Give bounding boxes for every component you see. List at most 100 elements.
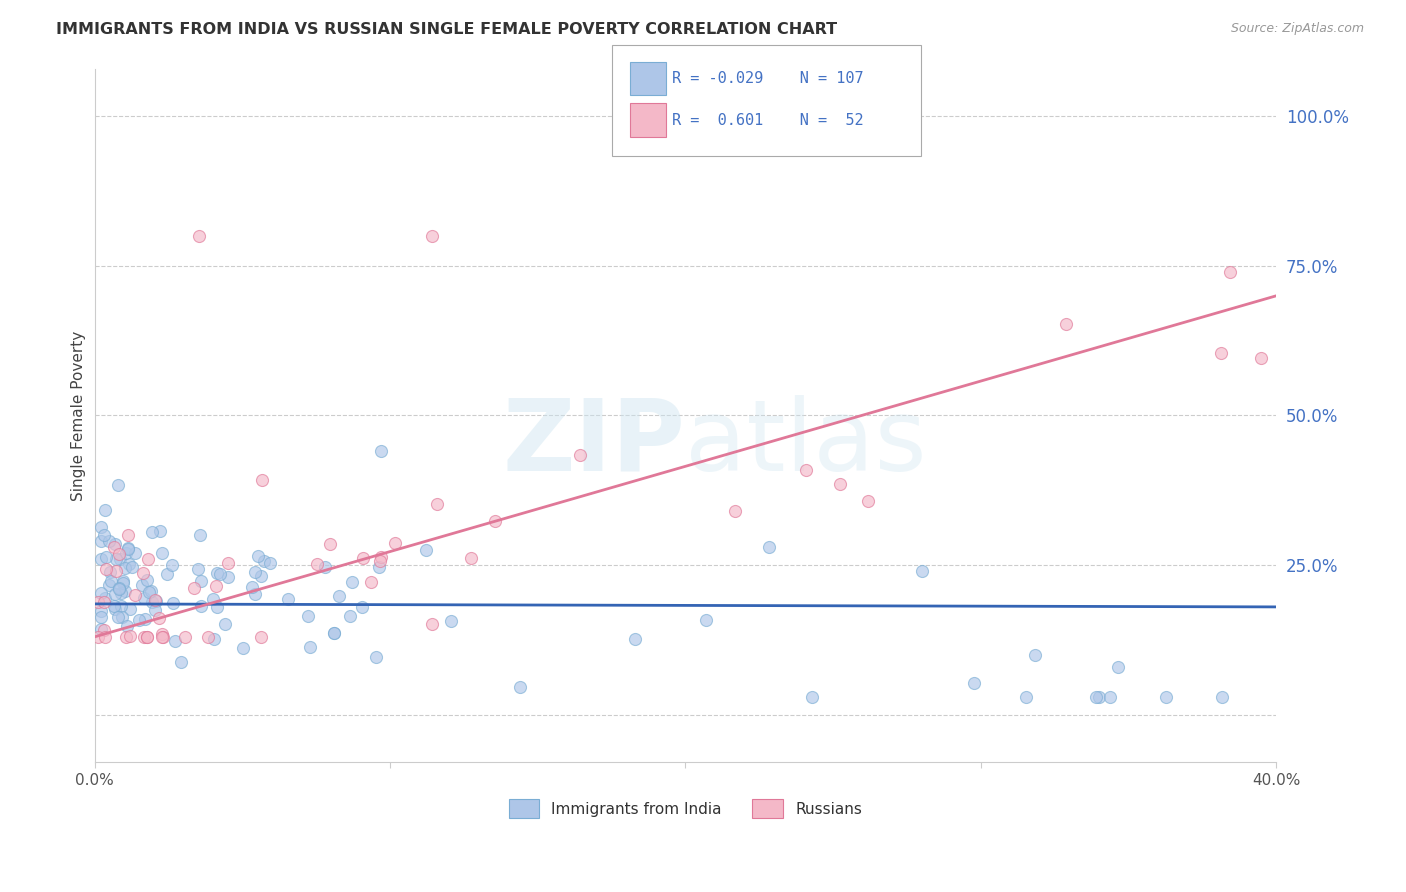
Point	[800, 690, 823, 704]
Point	[420, 229, 443, 244]
Point	[141, 524, 163, 539]
Point	[197, 630, 219, 644]
Point	[118, 602, 141, 616]
Point	[105, 564, 128, 578]
Point	[93, 528, 115, 542]
Point	[188, 229, 211, 244]
Point	[114, 546, 136, 560]
Point	[131, 578, 153, 592]
Point	[114, 584, 136, 599]
Point	[120, 629, 142, 643]
Point	[169, 655, 191, 669]
Point	[150, 630, 173, 644]
Point	[190, 574, 212, 589]
Point	[104, 602, 127, 616]
Point	[1014, 690, 1036, 704]
Point	[90, 534, 112, 549]
Point	[624, 632, 647, 646]
Point	[94, 630, 117, 644]
Point	[135, 630, 157, 644]
Point	[108, 581, 131, 595]
Point	[136, 573, 159, 587]
Point	[1107, 659, 1129, 673]
Point	[1099, 690, 1122, 704]
Point	[252, 473, 274, 487]
Point	[111, 609, 134, 624]
Point	[217, 557, 239, 571]
Point	[318, 537, 340, 551]
Text: R =  0.601    N =  52: R = 0.601 N = 52	[672, 113, 863, 128]
Point	[94, 502, 117, 516]
Point	[323, 626, 346, 640]
Point	[243, 566, 266, 580]
Point	[440, 615, 463, 629]
Point	[299, 640, 322, 654]
Point	[190, 599, 212, 613]
Point	[165, 634, 187, 648]
Point	[1211, 346, 1233, 360]
Point	[259, 556, 281, 570]
Point	[205, 600, 228, 615]
Point	[90, 604, 112, 618]
Point	[1088, 690, 1111, 704]
Point	[214, 616, 236, 631]
Point	[104, 537, 127, 551]
Point	[830, 477, 852, 491]
Text: atlas: atlas	[685, 395, 927, 491]
Point	[90, 520, 112, 534]
Point	[150, 626, 173, 640]
Point	[328, 589, 350, 603]
Point	[1154, 690, 1177, 704]
Point	[121, 560, 143, 574]
Point	[132, 591, 155, 605]
Point	[136, 552, 159, 566]
Point	[124, 588, 146, 602]
Point	[138, 585, 160, 599]
Point	[97, 577, 120, 591]
Point	[104, 551, 127, 566]
Point	[86, 630, 108, 644]
Text: ZIP: ZIP	[502, 395, 685, 491]
Point	[246, 549, 269, 563]
Point	[209, 566, 232, 581]
Point	[150, 546, 173, 560]
Point	[103, 540, 125, 554]
Point	[422, 617, 444, 632]
Text: R = -0.029    N = 107: R = -0.029 N = 107	[672, 71, 863, 86]
Point	[253, 554, 276, 568]
Point	[148, 524, 170, 539]
Point	[90, 622, 112, 636]
Point	[86, 595, 108, 609]
Point	[340, 575, 363, 590]
Point	[205, 566, 228, 580]
Point	[162, 596, 184, 610]
Point	[245, 587, 267, 601]
Point	[856, 494, 879, 508]
Point	[352, 550, 374, 565]
Point	[758, 540, 780, 554]
Point	[963, 676, 986, 690]
Point	[569, 448, 592, 462]
Point	[322, 625, 344, 640]
Point	[367, 560, 389, 574]
Point	[1054, 318, 1077, 332]
Point	[117, 541, 139, 555]
Point	[148, 610, 170, 624]
Point	[114, 561, 136, 575]
Point	[93, 623, 115, 637]
Text: IMMIGRANTS FROM INDIA VS RUSSIAN SINGLE FEMALE POVERTY CORRELATION CHART: IMMIGRANTS FROM INDIA VS RUSSIAN SINGLE …	[56, 22, 838, 37]
Point	[132, 566, 155, 580]
Point	[297, 608, 319, 623]
Point	[139, 583, 162, 598]
Point	[240, 580, 263, 594]
Point	[136, 630, 159, 644]
Point	[128, 613, 150, 627]
Point	[117, 619, 139, 633]
Point	[249, 630, 271, 644]
Point	[314, 559, 336, 574]
Point	[134, 612, 156, 626]
Point	[111, 574, 134, 589]
Point	[141, 595, 163, 609]
Point	[307, 558, 329, 572]
Point	[115, 630, 138, 644]
